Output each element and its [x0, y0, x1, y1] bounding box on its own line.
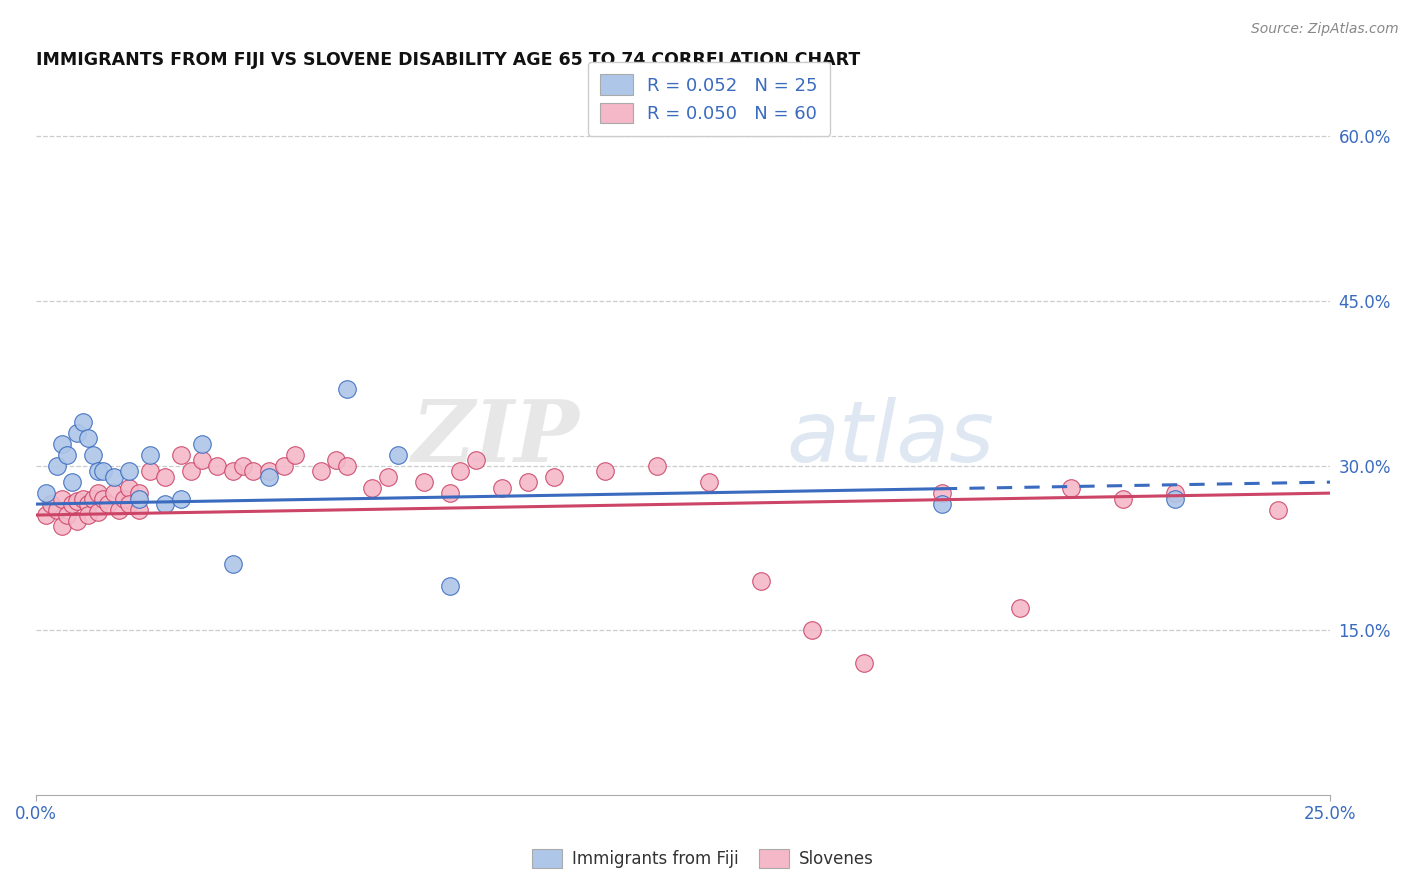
- Point: [465, 453, 488, 467]
- Point: [1164, 491, 1187, 506]
- Point: [387, 448, 409, 462]
- Point: [139, 448, 162, 462]
- Text: IMMIGRANTS FROM FIJI VS SLOVENE DISABILITY AGE 65 TO 74 CORRELATION CHART: IMMIGRANTS FROM FIJI VS SLOVENE DISABILI…: [37, 51, 860, 69]
- Point: [35, 508, 58, 522]
- Point: [325, 453, 347, 467]
- Point: [377, 469, 399, 483]
- Point: [82, 491, 104, 506]
- Point: [87, 505, 110, 519]
- Text: atlas: atlas: [786, 397, 994, 480]
- Point: [118, 481, 141, 495]
- Point: [155, 497, 177, 511]
- Point: [439, 486, 461, 500]
- Point: [87, 464, 110, 478]
- Point: [335, 458, 357, 473]
- Point: [543, 469, 565, 483]
- Point: [170, 448, 193, 462]
- Point: [205, 458, 228, 473]
- Point: [273, 458, 295, 473]
- Point: [801, 624, 824, 638]
- Point: [35, 486, 58, 500]
- Point: [853, 657, 876, 671]
- Point: [232, 458, 254, 473]
- Point: [221, 558, 243, 572]
- Point: [60, 475, 83, 490]
- Point: [76, 431, 98, 445]
- Point: [97, 497, 120, 511]
- Point: [1112, 491, 1135, 506]
- Point: [491, 481, 513, 495]
- Point: [76, 497, 98, 511]
- Point: [190, 436, 212, 450]
- Point: [103, 469, 125, 483]
- Point: [257, 464, 280, 478]
- Point: [128, 486, 150, 500]
- Point: [66, 493, 89, 508]
- Point: [41, 497, 63, 511]
- Point: [76, 508, 98, 522]
- Point: [51, 436, 73, 450]
- Point: [257, 469, 280, 483]
- Point: [645, 458, 668, 473]
- Point: [45, 458, 67, 473]
- Point: [309, 464, 332, 478]
- Point: [242, 464, 264, 478]
- Point: [155, 469, 177, 483]
- Point: [335, 382, 357, 396]
- Point: [139, 464, 162, 478]
- Legend: Immigrants from Fiji, Slovenes: Immigrants from Fiji, Slovenes: [524, 840, 882, 877]
- Point: [170, 491, 193, 506]
- Point: [45, 502, 67, 516]
- Point: [449, 464, 471, 478]
- Point: [112, 491, 135, 506]
- Point: [1267, 502, 1289, 516]
- Point: [413, 475, 436, 490]
- Point: [516, 475, 538, 490]
- Point: [66, 425, 89, 440]
- Point: [931, 486, 953, 500]
- Point: [128, 502, 150, 516]
- Point: [87, 486, 110, 500]
- Point: [749, 574, 772, 588]
- Point: [118, 464, 141, 478]
- Point: [221, 464, 243, 478]
- Point: [118, 497, 141, 511]
- Point: [1060, 481, 1083, 495]
- Point: [91, 464, 114, 478]
- Point: [51, 491, 73, 506]
- Point: [128, 491, 150, 506]
- Point: [51, 519, 73, 533]
- Point: [180, 464, 202, 478]
- Point: [1164, 486, 1187, 500]
- Point: [72, 491, 94, 506]
- Point: [107, 502, 129, 516]
- Point: [82, 448, 104, 462]
- Point: [284, 448, 307, 462]
- Legend: R = 0.052   N = 25, R = 0.050   N = 60: R = 0.052 N = 25, R = 0.050 N = 60: [588, 62, 831, 136]
- Point: [91, 491, 114, 506]
- Point: [56, 448, 79, 462]
- Point: [190, 453, 212, 467]
- Text: ZIP: ZIP: [412, 396, 579, 480]
- Point: [72, 415, 94, 429]
- Text: Source: ZipAtlas.com: Source: ZipAtlas.com: [1251, 22, 1399, 37]
- Point: [595, 464, 617, 478]
- Point: [66, 514, 89, 528]
- Point: [1008, 601, 1031, 615]
- Point: [931, 497, 953, 511]
- Point: [697, 475, 720, 490]
- Point: [56, 508, 79, 522]
- Point: [60, 497, 83, 511]
- Point: [361, 481, 384, 495]
- Point: [103, 486, 125, 500]
- Point: [439, 579, 461, 593]
